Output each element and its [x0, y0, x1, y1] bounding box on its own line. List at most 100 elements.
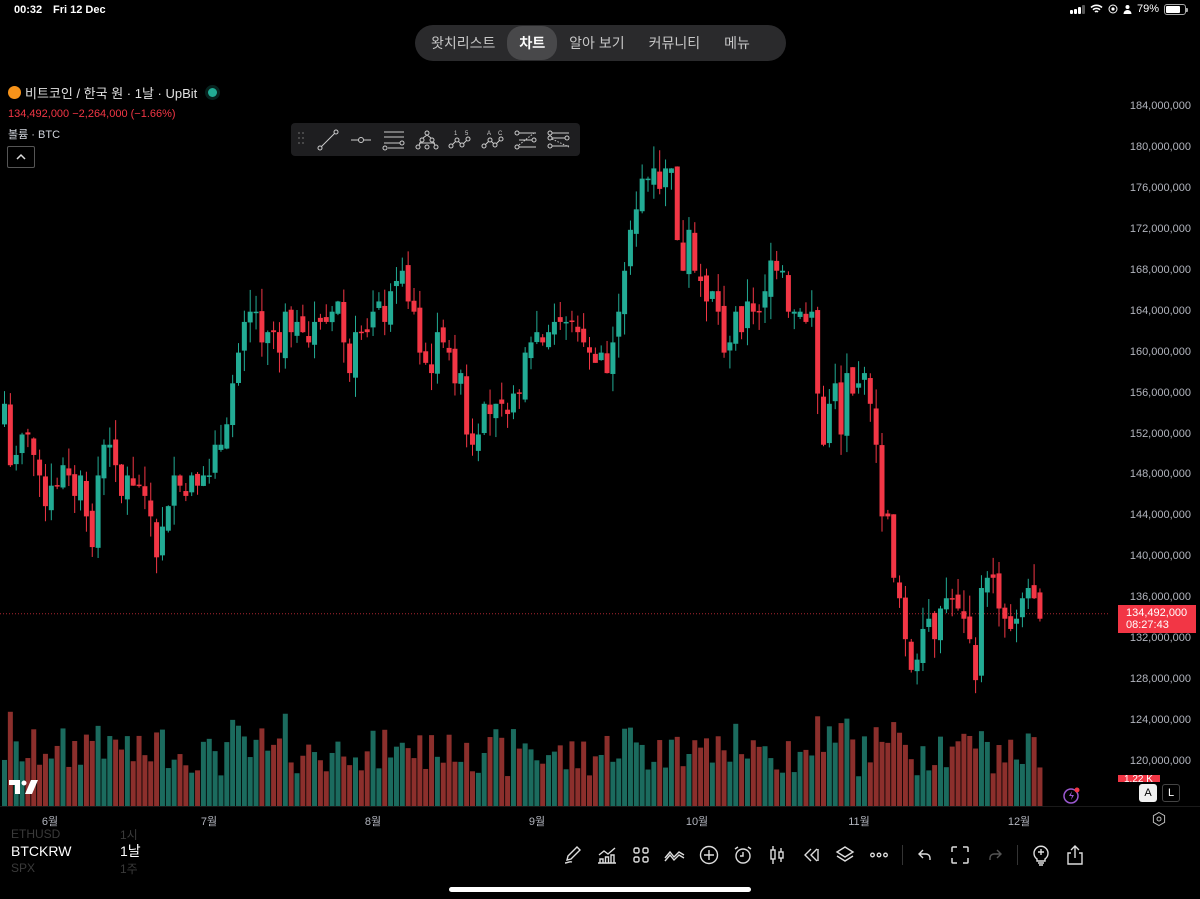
market-open-icon: [208, 88, 218, 97]
price-axis-label: 144,000,000: [1129, 509, 1191, 522]
price-axis-label: 120,000,000: [1129, 755, 1191, 767]
cellular-signal-icon: [1069, 4, 1085, 14]
home-indicator[interactable]: [449, 887, 751, 892]
time-axis-label: 8월: [364, 816, 382, 828]
chart-tools: [556, 842, 1092, 868]
compare-button[interactable]: [658, 842, 692, 868]
chart-legend: 비트코인 / 한국 원 · 1날 · UpBit 134,492,000 −2,…: [8, 83, 218, 142]
time-axis-label: 10월: [685, 816, 709, 828]
svg-text:C: C: [498, 131, 503, 137]
fib-extension-tool[interactable]: [542, 126, 575, 154]
time-axis-label: 7월: [200, 816, 218, 828]
symbol-title[interactable]: 비트코인 / 한국 원 · 1날 · UpBit: [25, 86, 198, 101]
fullscreen-icon: [951, 846, 969, 864]
tab-explore[interactable]: 알아 보기: [569, 35, 625, 51]
indicators-icon: [598, 847, 616, 864]
chart-type-button[interactable]: [760, 842, 794, 868]
price-axis-label: 124,000,000: [1129, 714, 1191, 727]
price-axis-label: 136,000,000: [1129, 591, 1191, 604]
horizontal-ray-tool[interactable]: [344, 126, 377, 154]
time-axis-label: 12월: [1007, 816, 1031, 828]
draw-button[interactable]: [556, 842, 590, 868]
pitchfork-icon: [415, 130, 438, 149]
price-axis-label: 180,000,000: [1129, 140, 1191, 153]
svg-text:1: 1: [454, 131, 458, 137]
fullscreen-button[interactable]: [943, 842, 977, 868]
tab-community[interactable]: 커뮤니티: [648, 35, 701, 51]
price-axis-label: 148,000,000: [1129, 468, 1191, 481]
symbol-option-current[interactable]: BTCKRW 1날: [11, 840, 141, 862]
battery-percent: 79%: [1136, 3, 1159, 15]
templates-button[interactable]: [624, 842, 658, 868]
symbol-picker[interactable]: ETHUSD 1시 BTCKRW 1날 SPX 1주: [11, 827, 141, 876]
collapse-legend-button[interactable]: [7, 146, 35, 168]
redo-icon: [989, 849, 1002, 860]
price-axis-label: 156,000,000: [1129, 386, 1191, 399]
price-axis-label: 172,000,000: [1129, 222, 1191, 235]
auto-scale-button[interactable]: A: [1139, 784, 1157, 802]
price-axis-label: 164,000,000: [1129, 304, 1191, 317]
horizontal-ray-icon: [350, 136, 371, 143]
axis-divider: [0, 806, 1200, 807]
layers-icon: [835, 846, 855, 862]
pen-icon: [564, 846, 581, 864]
price-axis-label: 176,000,000: [1129, 181, 1191, 194]
settings-icon[interactable]: [1151, 811, 1167, 832]
layers-button[interactable]: [828, 842, 862, 868]
status-bar: 00:32 Fri 12 Dec 79%: [0, 0, 1200, 22]
parallel-channel-tool[interactable]: [377, 126, 410, 154]
current-price-tag: 134,492,000 08:27:43: [1118, 605, 1196, 633]
battery-icon: [1164, 3, 1188, 15]
trend-line-tool[interactable]: [311, 126, 344, 154]
bitcoin-icon: [8, 84, 25, 99]
price-change: 134,492,000 −2,264,000 (−1.66%): [8, 108, 176, 120]
symbol-option[interactable]: ETHUSD 1시: [11, 827, 141, 842]
price-axis-label: 152,000,000: [1129, 427, 1191, 440]
symbol-interval: 1주: [120, 861, 138, 876]
symbol-interval[interactable]: 1날: [120, 843, 141, 859]
lightning-icon[interactable]: [1063, 786, 1081, 809]
tab-menu[interactable]: 메뉴: [724, 35, 750, 51]
tab-chart[interactable]: 차트: [507, 26, 558, 60]
svg-text:5: 5: [465, 131, 469, 137]
alert-button[interactable]: [726, 842, 760, 868]
status-time: 00:32: [14, 4, 43, 16]
drag-handle-icon[interactable]: [297, 131, 311, 148]
redo-button[interactable]: [977, 842, 1011, 868]
time-axis[interactable]: 6월 7월 8월 9월 10월 11월 12월: [0, 813, 1110, 831]
trend-line-icon: [317, 129, 338, 150]
volume-indicator-label[interactable]: 볼륨 · BTC: [8, 129, 61, 141]
parallel-channel-icon: [382, 131, 404, 150]
candlestick-chart[interactable]: [0, 0, 1110, 806]
price-axis-label: 132,000,000: [1129, 632, 1191, 645]
replay-button[interactable]: [794, 842, 828, 868]
add-button[interactable]: [692, 842, 726, 868]
more-dots-icon: [870, 852, 888, 858]
current-price-value: 134,492,000: [1126, 607, 1188, 619]
tab-watchlist[interactable]: 왓치리스트: [431, 35, 496, 51]
undo-button[interactable]: [909, 842, 943, 868]
pitchfork-tool[interactable]: [410, 126, 443, 154]
more-button[interactable]: [862, 842, 896, 868]
symbol-name: BTCKRW: [11, 843, 72, 859]
fib-retracement-icon: [514, 130, 536, 149]
tradingview-logo[interactable]: [9, 779, 39, 800]
price-axis-label: 184,000,000: [1129, 100, 1191, 112]
ideas-button[interactable]: [1024, 842, 1058, 868]
symbol-interval: 1시: [120, 827, 138, 842]
indicators-button[interactable]: [590, 842, 624, 868]
fib-extension-icon: [547, 130, 569, 148]
price-axis-label: 168,000,000: [1129, 263, 1191, 276]
focus-icon: [1108, 4, 1118, 14]
symbol-option[interactable]: SPX 1주: [11, 861, 141, 876]
alarm-clock-icon: [734, 846, 752, 864]
share-button[interactable]: [1058, 842, 1092, 868]
log-scale-button[interactable]: L: [1162, 784, 1180, 802]
fib-retracement-tool[interactable]: [509, 126, 542, 154]
toolbar-divider: [902, 845, 903, 865]
